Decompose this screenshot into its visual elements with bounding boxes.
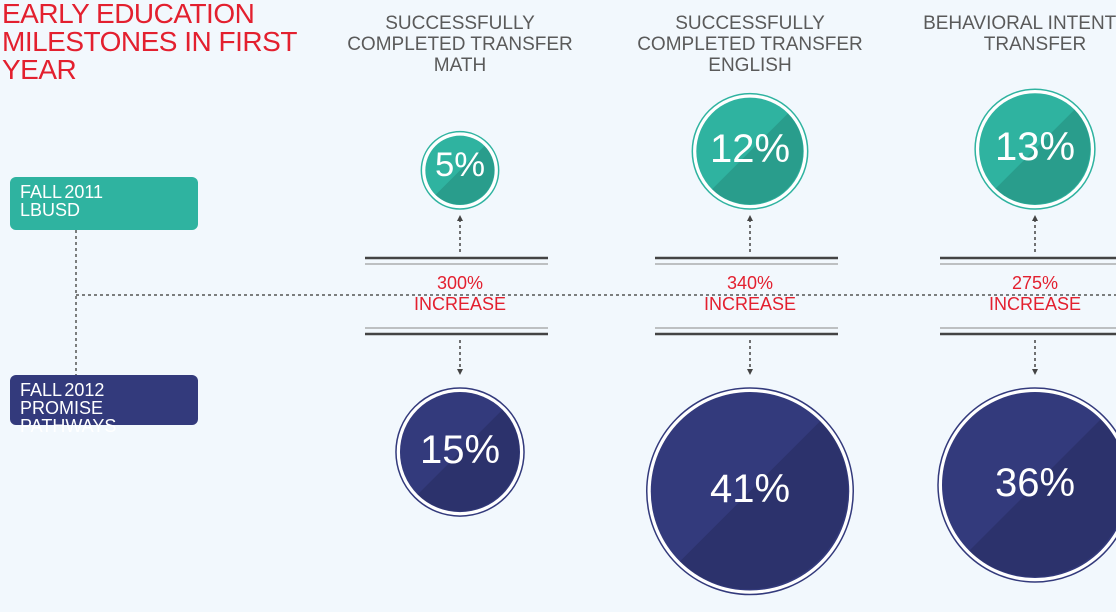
bubble (696, 97, 804, 205)
column-header: SUCCESSFULLY COMPLETED TRANSFER MATH (347, 13, 573, 76)
arrow-head (747, 369, 753, 375)
bubble-shade (969, 419, 1116, 577)
bubble (399, 392, 521, 513)
bubble-label: 15% (419, 428, 501, 473)
bubble-shade (995, 109, 1091, 205)
column-header: SUCCESSFULLY COMPLETED TRANSFER ENGLISH (637, 13, 863, 76)
bubble-shade (435, 145, 495, 205)
arrow-head (457, 369, 463, 375)
arrow-head (1032, 369, 1038, 375)
bubble-label: 5% (434, 146, 486, 185)
arrow-head (1032, 215, 1038, 221)
bubble-label: 41% (709, 467, 791, 512)
bubble-shade (712, 113, 804, 205)
legend-box: FALL 2012 PROMISE PATHWAYS (10, 375, 198, 435)
bubble-shade (679, 421, 849, 590)
legend-label: FALL 2012 PROMISE PATHWAYS (20, 380, 117, 436)
bubble (650, 392, 850, 591)
arrow-head (747, 215, 753, 221)
bubble-label: 36% (994, 461, 1076, 505)
title: EARLY EDUCATION MILESTONES IN FIRST YEAR (2, 0, 297, 85)
bubble (942, 392, 1116, 578)
legend-label: FALL 2011 LBUSD (20, 182, 104, 220)
bubble (979, 93, 1091, 205)
column-header: BEHAVIORAL INTENT TO TRANSFER (923, 13, 1116, 55)
legend-box: FALL 2011 LBUSD (10, 177, 198, 230)
bubble-label: 12% (709, 127, 791, 172)
bubble-label: 13% (994, 125, 1076, 170)
bubble (425, 135, 495, 205)
bubble-shade (417, 409, 520, 512)
increase-label: 340% INCREASE (703, 273, 797, 314)
increase-label: 275% INCREASE (988, 273, 1082, 314)
arrow-head (457, 215, 463, 221)
increase-label: 300% INCREASE (413, 273, 507, 314)
